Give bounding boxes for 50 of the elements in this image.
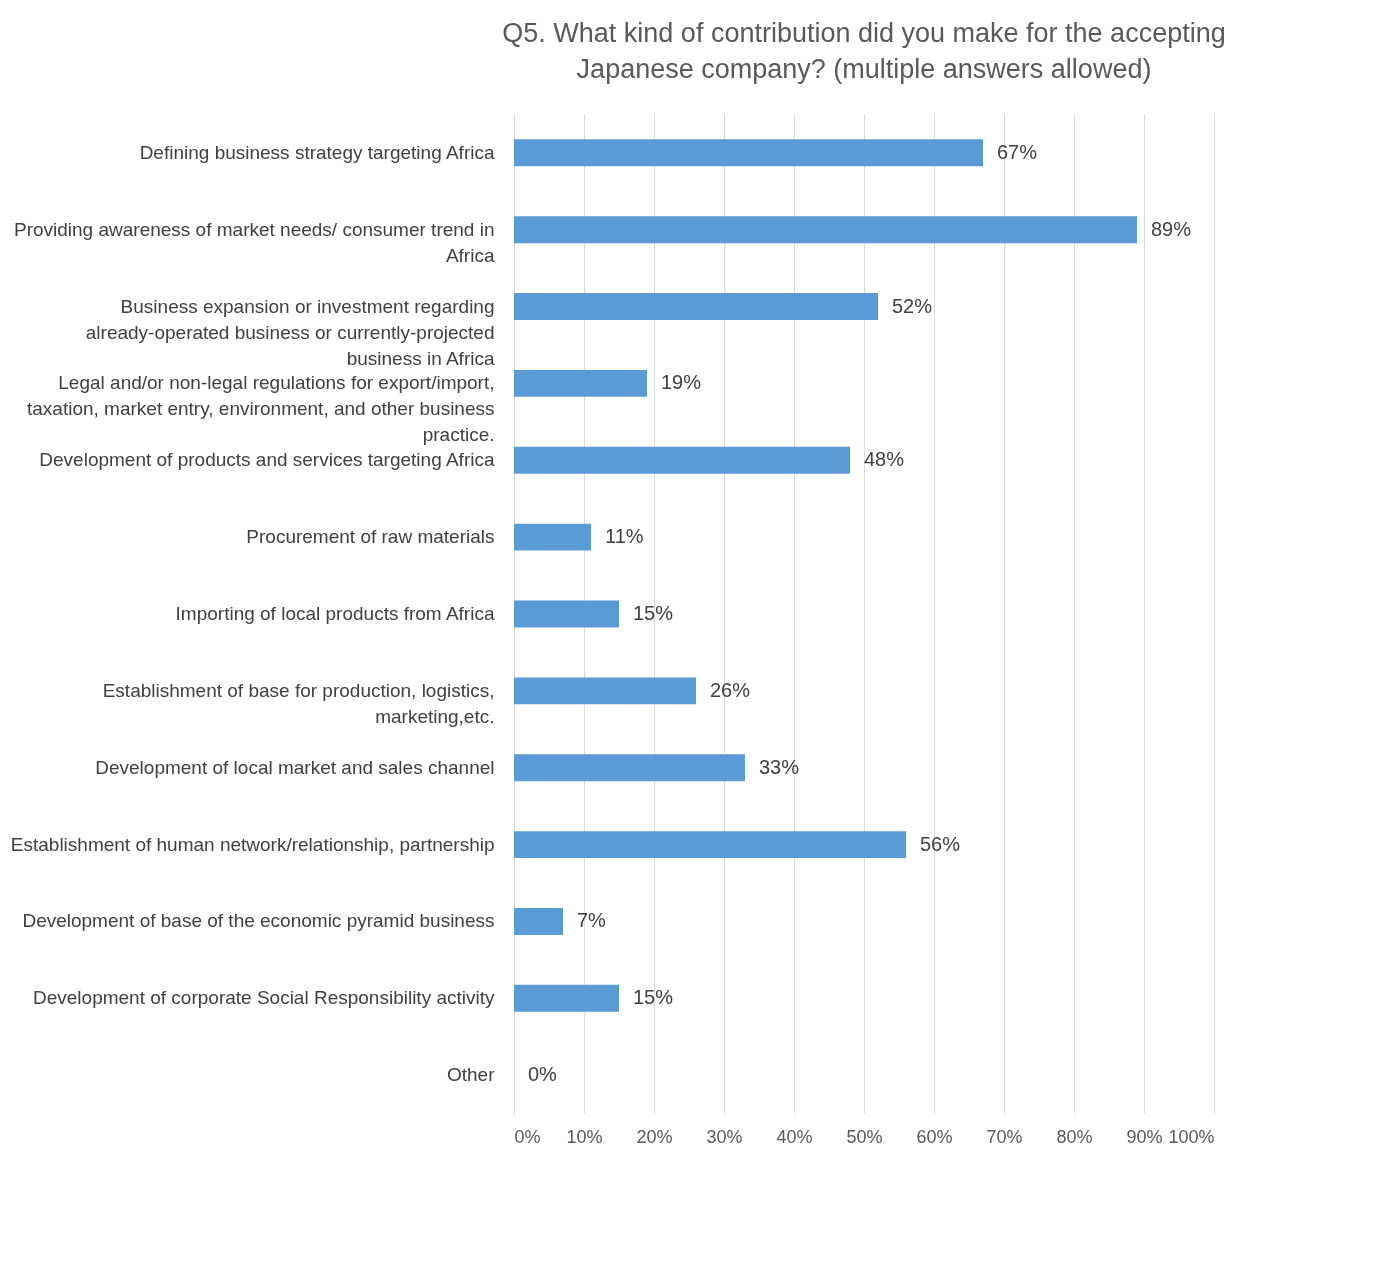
data-label: 89% (1151, 217, 1192, 240)
y-tick-label: Legal and/or non-legal regulations for export/import, taxation, market entry, environment, and other business practice. (26, 372, 495, 446)
bar (514, 446, 850, 474)
data-label: 15% (633, 602, 674, 624)
y-tick-label: Other (446, 1064, 496, 1086)
bar (514, 293, 878, 320)
bar (514, 908, 563, 935)
y-tick-label: Importing of local products from Africa (175, 603, 495, 624)
x-tick-label: 30% (706, 1126, 743, 1147)
bar (514, 216, 1137, 244)
data-label: 26% (710, 678, 751, 701)
data-label: 52% (892, 294, 933, 317)
x-tick-label: 60% (916, 1126, 953, 1147)
y-tick-label: Procurement of raw materials (246, 526, 495, 548)
x-tick-label: 0% (514, 1126, 541, 1147)
x-tick-label: 70% (986, 1126, 1023, 1147)
x-tick-label: 50% (846, 1126, 883, 1147)
y-tick-label: Development of base of the economic pyramid business (22, 910, 495, 932)
bar (514, 600, 619, 628)
data-label: 48% (864, 448, 905, 471)
data-label: 11% (605, 525, 644, 548)
data-label: 33% (759, 755, 800, 778)
data-label: 19% (661, 371, 702, 394)
y-tick-label: Development of corporate Social Responsibility activity (33, 987, 495, 1009)
bar (514, 754, 745, 782)
y-tick-label: Providing awareness of market needs/ consumer trend in Africa (13, 218, 495, 266)
bar (514, 369, 647, 397)
y-tick-label: Defining business strategy targeting Africa (139, 141, 495, 163)
data-label: 0% (528, 1063, 558, 1086)
y-tick-label: Establishment of human network/relationship, partnership (10, 833, 495, 855)
y-tick-label: Establishment of base for production, logistics, marketing,etc. (102, 679, 495, 727)
x-tick-label: 100% (1168, 1126, 1215, 1147)
x-tick-label: 90% (1126, 1126, 1163, 1147)
data-label: 56% (920, 832, 961, 855)
bar (514, 139, 983, 167)
bar (514, 677, 696, 705)
chart-title: Q5. What kind of contribution did you make for the accepting Japanese company? (multiple answers allowed) (502, 18, 1226, 84)
data-label: 7% (577, 909, 607, 932)
bar (514, 984, 619, 1012)
x-tick-label: 80% (1056, 1126, 1093, 1147)
y-tick-label: Business expansion or investment regarding already-operated business or currently-projected business in Africa (85, 295, 495, 369)
x-tick-label: 10% (566, 1126, 603, 1147)
data-label: 67% (997, 140, 1038, 163)
y-tick-label: Development of local market and sales channel (95, 756, 495, 778)
data-label: 15% (633, 986, 674, 1009)
x-tick-label: 40% (776, 1126, 813, 1147)
bar (514, 831, 906, 859)
bar (514, 523, 591, 551)
y-tick-label: Development of products and services targeting Africa (39, 449, 495, 471)
x-tick-label: 20% (636, 1126, 673, 1147)
